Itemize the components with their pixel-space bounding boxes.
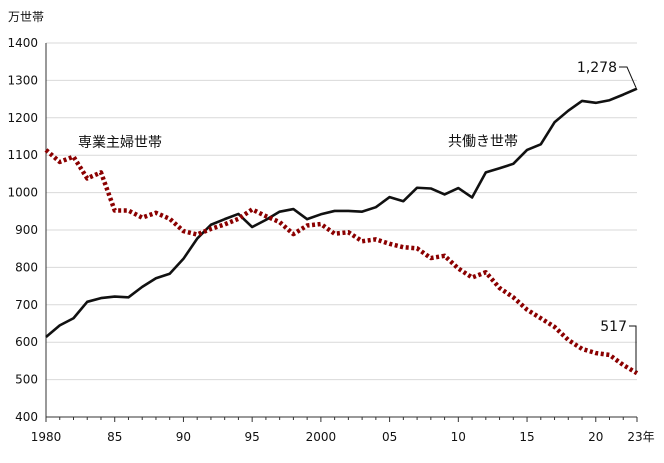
end-value-leader-dual_income [619, 66, 637, 88]
y-tick-label-1000: 1000 [7, 186, 38, 200]
x-tick-label-2005: 05 [382, 430, 397, 444]
y-unit-label: 万世帯 [8, 10, 44, 24]
x-tick-label-1980: 1980 [31, 430, 62, 444]
axes: 400 500 600 700 800 900 1000 1100 1200 1300 1400 19… [7, 36, 654, 444]
x-tick-label-2015: 15 [519, 430, 534, 444]
y-tick-label-800: 800 [15, 260, 38, 274]
series-line-dual_income [45, 87, 638, 338]
series-label-homemaker: 専業主婦世帯 [78, 134, 162, 151]
y-tick-label-1400: 1400 [7, 36, 38, 50]
y-tick-label-1100: 1100 [7, 148, 38, 162]
series-line-homemaker [44, 148, 639, 376]
x-tick-label-1995: 95 [245, 430, 260, 444]
x-tick-label-2000: 2000 [306, 430, 337, 444]
y-tick-label-900: 900 [15, 223, 38, 237]
series-lines [44, 87, 639, 376]
gridlines [46, 42, 637, 381]
y-tick-label-1300: 1300 [7, 73, 38, 87]
y-tick-label-700: 700 [15, 298, 38, 312]
series-label-dual_income: 共働き世帯 [448, 134, 518, 150]
x-tick-label-1985: 85 [107, 430, 122, 444]
end-value-label-homemaker: 517 [600, 319, 627, 335]
x-tick-label-2020: 20 [588, 430, 603, 444]
y-tick-label-400: 400 [15, 410, 38, 424]
end-value-label-dual_income: 1,278 [577, 60, 617, 76]
y-tick-label-500: 500 [15, 373, 38, 387]
y-tick-label-600: 600 [15, 335, 38, 349]
end-value-leader-homemaker [629, 325, 637, 372]
y-tick-label-1200: 1200 [7, 111, 38, 125]
x-tick-label-1990: 90 [176, 430, 191, 444]
x-tick-label-2010: 10 [451, 430, 466, 444]
x-tick-label-2023: 23年 [627, 430, 654, 444]
